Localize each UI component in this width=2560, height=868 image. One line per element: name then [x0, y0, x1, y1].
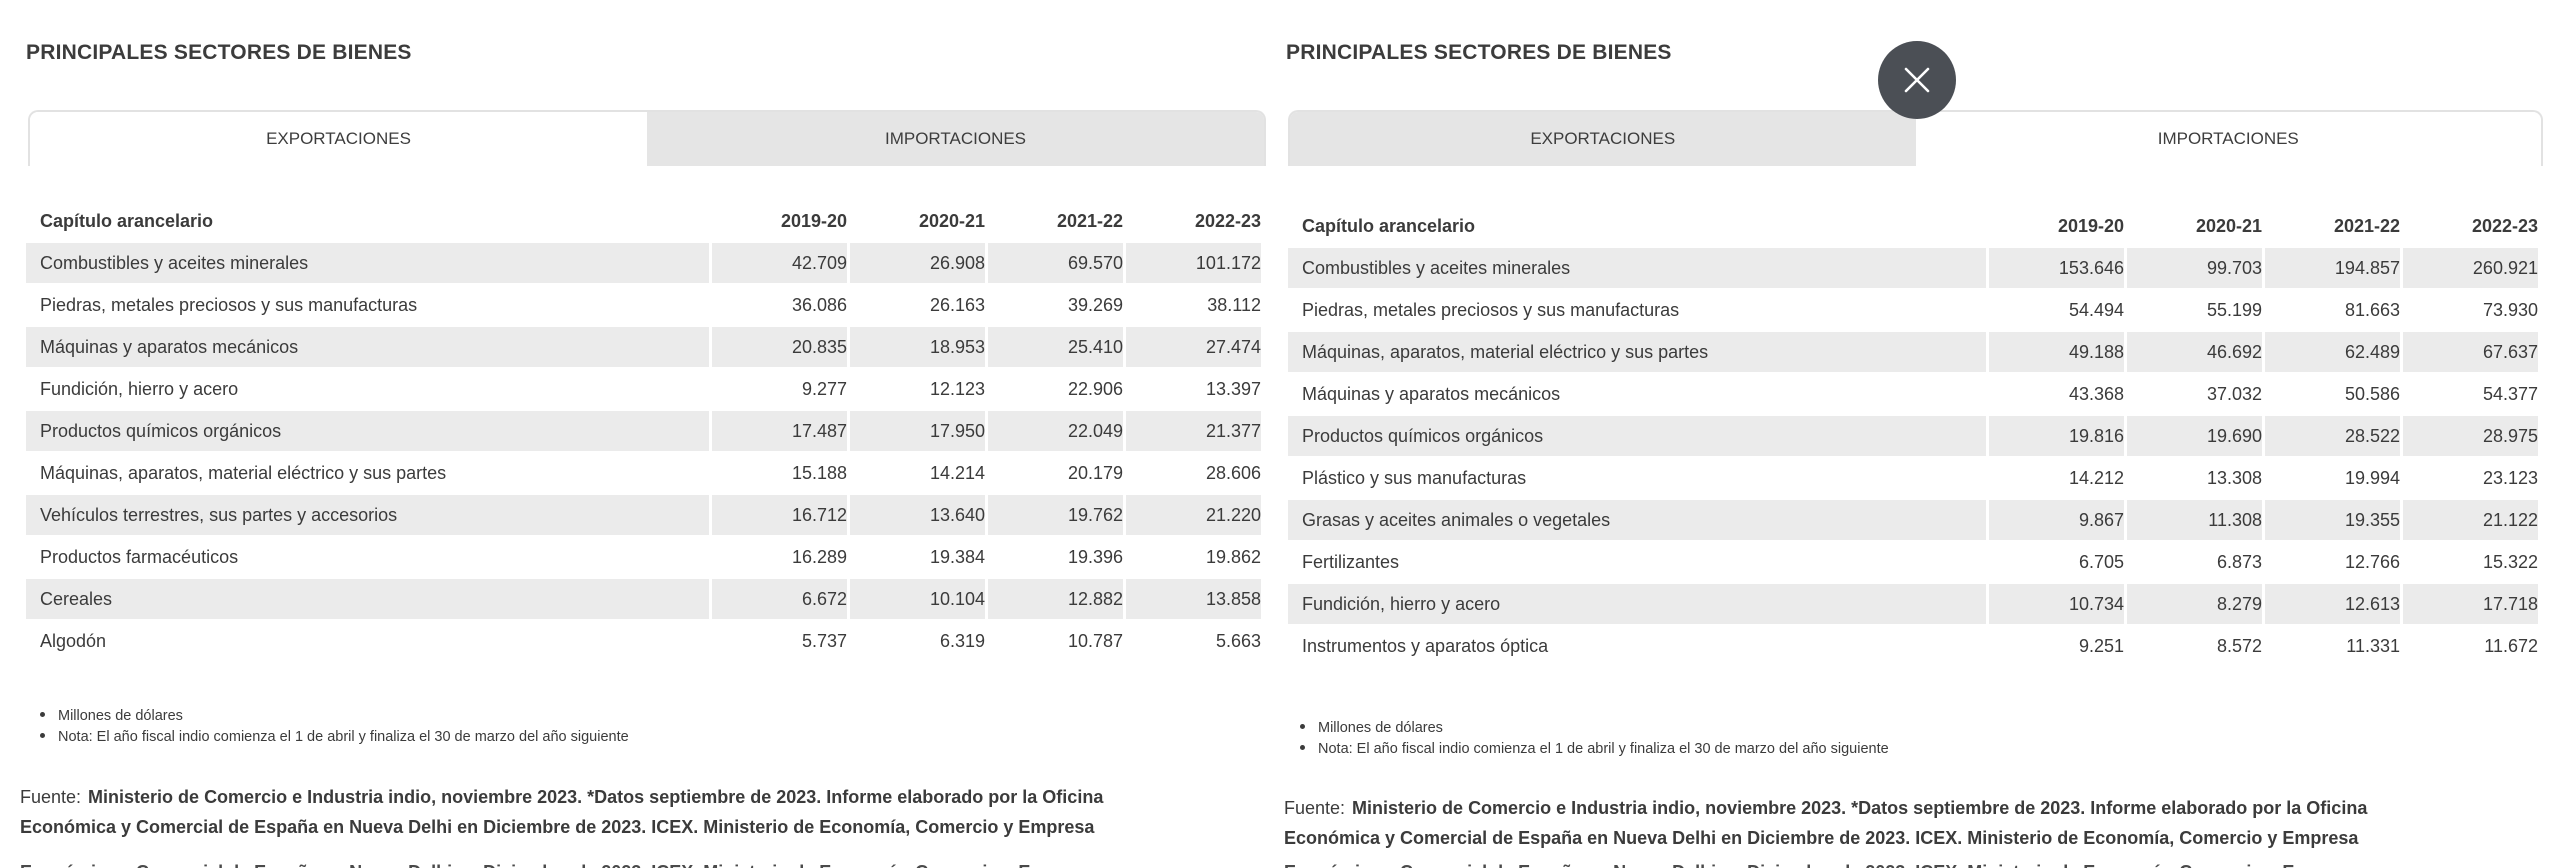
bullet-icon [40, 712, 45, 717]
row-label: Productos químicos orgánicos [1288, 416, 1986, 456]
row-label: Fertilizantes [1302, 551, 1400, 572]
row-label: Piedras, metales preciosos y sus manufac… [1302, 299, 1680, 320]
tab-importaciones[interactable]: IMPORTACIONES [647, 112, 1264, 166]
tab-exportaciones[interactable]: EXPORTACIONES [30, 112, 647, 166]
row-label: Fundición, hierro y acero [40, 378, 239, 399]
row-label: Combustibles y aceites minerales [1288, 248, 1986, 288]
source-text-line1: Ministerio de Comercio e Industria indio… [88, 787, 1104, 807]
table-row: Cereales 6.672 10.104 12.882 13.858 [26, 579, 1266, 619]
note-units: Millones de dólares [1300, 718, 1889, 739]
bullet-icon [1300, 745, 1305, 750]
page-title: PRINCIPALES SECTORES DE BIENES [1286, 41, 1672, 65]
row-label: Máquinas y aparatos mecánicos [1302, 383, 1561, 404]
table-row: Fertilizantes 6.705 6.873 12.766 15.322 [1288, 542, 2543, 582]
table-row: Plástico y sus manufacturas 14.212 13.30… [1288, 458, 2543, 498]
row-label: Máquinas, aparatos, material eléctrico y… [1288, 332, 1986, 372]
table-row: Algodón 5.737 6.319 10.787 5.663 [26, 621, 1266, 661]
page-title: PRINCIPALES SECTORES DE BIENES [26, 41, 412, 65]
column-header-2019-20: 2019-20 [780, 210, 847, 231]
column-header-2021-22: 2021-22 [2333, 215, 2400, 236]
row-label: Plástico y sus manufacturas [1302, 467, 1527, 488]
row-label: Piedras, metales preciosos y sus manufac… [40, 294, 418, 315]
row-label: Combustibles y aceites minerales [26, 243, 709, 283]
table-row: Instrumentos y aparatos óptica 9.251 8.5… [1288, 626, 2543, 666]
column-header-2022-23: 2022-23 [2471, 215, 2538, 236]
table-row: Combustibles y aceites minerales 42.709 … [26, 243, 1266, 283]
table-header-row: Capítulo arancelario 2019-20 2020-21 202… [1288, 206, 2543, 246]
column-header-2019-20: 2019-20 [2057, 215, 2124, 236]
table-row: Fundición, hierro y acero 9.277 12.123 2… [26, 369, 1266, 409]
source-text-line2: Económica y Comercial de España en Nueva… [1284, 828, 2359, 848]
column-header-2020-21: 2020-21 [2195, 215, 2262, 236]
table-row: Grasas y aceites animales o vegetales 9.… [1288, 500, 2543, 540]
footnotes: Millones de dólares Nota: El año fiscal … [40, 706, 629, 748]
row-label: Cereales [26, 579, 709, 619]
source-text-line2: Económica y Comercial de España en Nueva… [20, 817, 1095, 837]
row-label: Productos farmacéuticos [40, 546, 239, 567]
tab-bar: EXPORTACIONES IMPORTACIONES [1288, 110, 2543, 166]
source-prefix: Fuente: [20, 787, 82, 807]
table-header-row: Capítulo arancelario 2019-20 2020-21 202… [26, 201, 1266, 241]
row-label: Vehículos terrestres, sus partes y acces… [26, 495, 709, 535]
row-label: Fundición, hierro y acero [1288, 584, 1986, 624]
table-row: Fundición, hierro y acero 10.734 8.279 1… [1288, 584, 2543, 624]
sectors-table: Capítulo arancelario 2019-20 2020-21 202… [26, 201, 1266, 663]
tab-importaciones[interactable]: IMPORTACIONES [1915, 112, 2541, 166]
note-fiscal-year: Nota: El año fiscal indio comienza el 1 … [1300, 739, 1889, 760]
source-credit: Fuente: Ministerio de Comercio e Industri… [20, 782, 1103, 842]
close-icon [1904, 67, 1930, 93]
source-credit: Fuente: Ministerio de Comercio e Industri… [1284, 793, 2367, 853]
column-header-capitulo: Capítulo arancelario [40, 210, 214, 231]
column-header-2020-21: 2020-21 [918, 210, 985, 231]
tab-bar: EXPORTACIONES IMPORTACIONES [28, 110, 1266, 166]
row-label: Algodón [40, 630, 107, 651]
row-label: Grasas y aceites animales o vegetales [1288, 500, 1986, 540]
bullet-icon [1300, 724, 1305, 729]
source-text-line1: Ministerio de Comercio e Industria indio… [1352, 798, 2368, 818]
table-row: Piedras, metales preciosos y sus manufac… [1288, 290, 2543, 330]
panel-exportaciones: PRINCIPALES SECTORES DE BIENES EXPORTACI… [20, 41, 1266, 868]
column-header-2021-22: 2021-22 [1056, 210, 1123, 231]
table-row: Productos químicos orgánicos 17.487 17.9… [26, 411, 1266, 451]
row-label: Máquinas y aparatos mecánicos [26, 327, 709, 367]
table-row: Productos farmacéuticos 16.289 19.384 19… [26, 537, 1266, 577]
column-header-capitulo: Capítulo arancelario [1302, 215, 1476, 236]
table-row: Productos químicos orgánicos 19.816 19.6… [1288, 416, 2543, 456]
row-label: Instrumentos y aparatos óptica [1302, 635, 1549, 656]
sectors-table: Capítulo arancelario 2019-20 2020-21 202… [1288, 206, 2543, 668]
row-label: Productos químicos orgánicos [26, 411, 709, 451]
column-header-2022-23: 2022-23 [1194, 210, 1261, 231]
panel-importaciones: PRINCIPALES SECTORES DE BIENES EXPORTACI… [1280, 0, 2560, 868]
close-button[interactable] [1878, 41, 1956, 119]
table-row: Piedras, metales preciosos y sus manufac… [26, 285, 1266, 325]
row-label: Máquinas, aparatos, material eléctrico y… [40, 462, 447, 483]
table-row: Vehículos terrestres, sus partes y acces… [26, 495, 1266, 535]
table-row: Combustibles y aceites minerales 153.646… [1288, 248, 2543, 288]
table-row: Máquinas, aparatos, material eléctrico y… [1288, 332, 2543, 372]
tab-exportaciones[interactable]: EXPORTACIONES [1290, 112, 1916, 166]
footnotes: Millones de dólares Nota: El año fiscal … [1300, 718, 1889, 760]
note-fiscal-year: Nota: El año fiscal indio comienza el 1 … [40, 727, 629, 748]
table-row: Máquinas y aparatos mecánicos 43.368 37.… [1288, 374, 2543, 414]
table-row: Máquinas, aparatos, material eléctrico y… [26, 453, 1266, 493]
clipped-next-line: Económica y Comercial de España en Nueva… [1284, 861, 2534, 868]
table-row: Máquinas y aparatos mecánicos 20.835 18.… [26, 327, 1266, 367]
bullet-icon [40, 733, 45, 738]
source-prefix: Fuente: [1284, 798, 1346, 818]
clipped-next-line: Económica y Comercial de España en Nueva… [20, 861, 1266, 868]
note-units: Millones de dólares [40, 706, 629, 727]
